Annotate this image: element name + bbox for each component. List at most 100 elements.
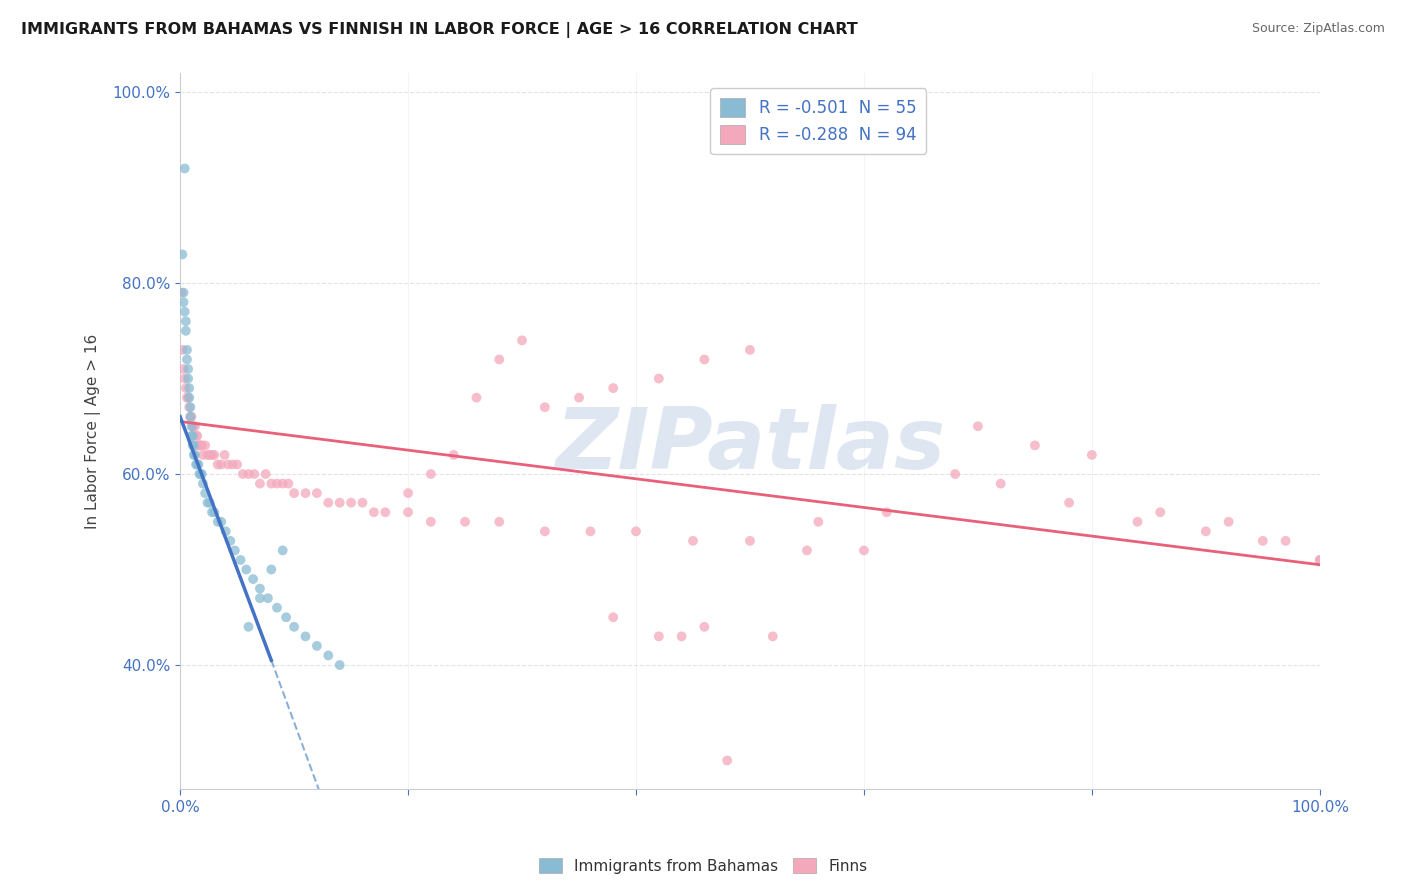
Point <box>209 458 232 472</box>
Point <box>229 553 252 567</box>
Point <box>443 448 465 462</box>
Point <box>1024 438 1046 452</box>
Point <box>173 304 195 318</box>
Point <box>173 295 195 310</box>
Point <box>266 476 288 491</box>
Point <box>238 467 260 481</box>
Point <box>738 533 761 548</box>
Point <box>188 467 211 481</box>
Point <box>177 362 200 376</box>
Point <box>194 486 217 500</box>
Point <box>226 458 249 472</box>
Point <box>257 591 280 606</box>
Point <box>266 600 288 615</box>
Point <box>173 161 195 176</box>
Point <box>197 496 219 510</box>
Point <box>181 438 204 452</box>
Point <box>224 543 246 558</box>
Point <box>172 343 194 357</box>
Point <box>177 391 200 405</box>
Point <box>191 448 214 462</box>
Point <box>283 620 305 634</box>
Point <box>363 505 385 519</box>
Point <box>198 448 221 462</box>
Point <box>190 467 212 481</box>
Point <box>184 429 207 443</box>
Point <box>221 458 243 472</box>
Point <box>682 533 704 548</box>
Point <box>648 371 671 385</box>
Point <box>693 620 716 634</box>
Point <box>1126 515 1149 529</box>
Point <box>191 467 214 481</box>
Point <box>232 467 254 481</box>
Point <box>201 505 224 519</box>
Point <box>191 438 214 452</box>
Point <box>215 524 238 539</box>
Text: IMMIGRANTS FROM BAHAMAS VS FINNISH IN LABOR FORCE | AGE > 16 CORRELATION CHART: IMMIGRANTS FROM BAHAMAS VS FINNISH IN LA… <box>21 22 858 38</box>
Point <box>183 438 205 452</box>
Point <box>176 352 198 367</box>
Point <box>243 467 266 481</box>
Point <box>176 391 198 405</box>
Point <box>249 582 271 596</box>
Point <box>294 629 316 643</box>
Point <box>1218 515 1240 529</box>
Point <box>1057 496 1080 510</box>
Point <box>202 505 225 519</box>
Point <box>249 476 271 491</box>
Point <box>807 515 830 529</box>
Point <box>201 448 224 462</box>
Point <box>271 543 294 558</box>
Point <box>648 629 671 643</box>
Point <box>990 476 1012 491</box>
Point <box>173 362 195 376</box>
Point <box>852 543 875 558</box>
Point <box>305 639 328 653</box>
Point <box>177 371 200 385</box>
Point <box>967 419 990 434</box>
Point <box>738 343 761 357</box>
Point <box>488 352 510 367</box>
Point <box>1274 533 1296 548</box>
Point <box>173 285 195 300</box>
Point <box>179 400 201 414</box>
Point <box>465 391 488 405</box>
Point <box>186 458 208 472</box>
Point <box>184 419 207 434</box>
Point <box>172 247 194 261</box>
Point <box>179 400 201 414</box>
Point <box>396 486 419 500</box>
Point <box>796 543 818 558</box>
Point <box>179 409 201 424</box>
Point <box>183 419 205 434</box>
Point <box>1195 524 1218 539</box>
Point <box>184 448 207 462</box>
Point <box>207 515 229 529</box>
Point <box>340 496 363 510</box>
Point <box>510 334 533 348</box>
Point <box>602 610 624 624</box>
Point <box>209 515 232 529</box>
Point <box>534 400 557 414</box>
Point <box>1309 553 1331 567</box>
Point <box>374 505 396 519</box>
Point <box>316 496 339 510</box>
Point <box>762 629 785 643</box>
Point <box>174 324 197 338</box>
Point <box>271 476 294 491</box>
Point <box>488 515 510 529</box>
Point <box>1149 505 1171 519</box>
Point <box>198 496 221 510</box>
Point <box>419 467 441 481</box>
Point <box>173 371 195 385</box>
Point <box>180 419 202 434</box>
Point <box>180 409 202 424</box>
Point <box>202 448 225 462</box>
Y-axis label: In Labor Force | Age > 16: In Labor Force | Age > 16 <box>86 334 101 529</box>
Point <box>329 658 352 673</box>
Point <box>235 562 257 576</box>
Point <box>174 314 197 328</box>
Point <box>260 476 283 491</box>
Point <box>254 467 277 481</box>
